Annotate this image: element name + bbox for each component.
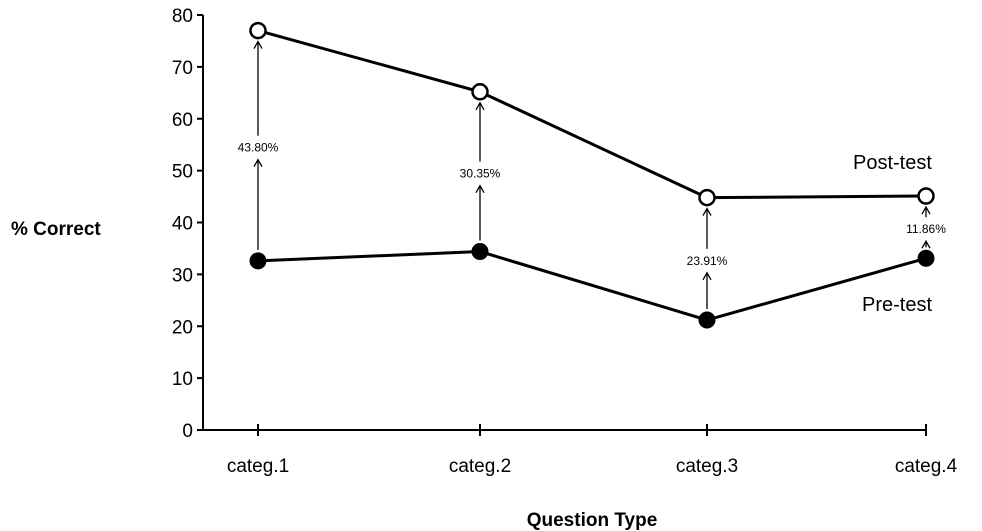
series-group [249,21,935,329]
series-line-pre-test [257,250,927,322]
x-tick-label: categ.4 [895,456,958,477]
y-tick-label: 70 [172,58,193,79]
x-axis-title: Question Type [527,510,658,531]
arrow-head [475,184,485,193]
data-point-post-test [471,83,489,101]
arrow-head [702,207,712,216]
y-tick-label: 20 [172,317,193,338]
improvement-label: 30.35% [460,167,501,181]
improvement-label: 11.86% [906,222,946,236]
arrow-head [921,205,931,215]
y-axis: 0 10 20 30 40 50 60 70 80 [172,6,204,442]
arrow-head [702,271,712,281]
data-point-pre-test [917,249,935,267]
data-point-pre-test [249,252,267,270]
series-label-pre-test: Pre-test [862,294,932,316]
arrow-head [475,101,485,111]
data-point-pre-test [471,243,489,261]
y-tick-label: 80 [172,6,193,27]
arrow-head [253,40,263,49]
y-tick-label: 60 [172,110,193,131]
x-tick-label: categ.2 [449,456,511,477]
data-point-post-test [917,187,935,205]
data-point-pre-test [698,311,716,329]
y-axis-title: % Correct [11,219,101,240]
x-tick-label: categ.1 [227,456,289,477]
series-line-post-test [257,29,927,200]
improvement-label: 43.80% [238,141,279,155]
data-point-post-test [698,188,716,207]
y-tick-label: 0 [182,421,193,442]
series-label-post-test: Post-test [853,152,932,174]
x-tick-label: categ.3 [676,456,738,477]
y-tick-label: 10 [172,369,193,390]
arrow-head [253,158,263,168]
y-tick-label: 50 [172,162,193,183]
x-axis: categ.1 categ.2 categ.3 categ.4 [203,424,958,477]
data-point-post-test [249,21,267,40]
arrow-head [921,239,931,249]
y-tick-label: 40 [172,214,193,235]
improvement-label: 23.91% [687,254,728,268]
improvement-annotations: 43.80% 30.35% 23.91% 11.86% [238,40,946,310]
y-tick-label: 30 [172,265,193,286]
